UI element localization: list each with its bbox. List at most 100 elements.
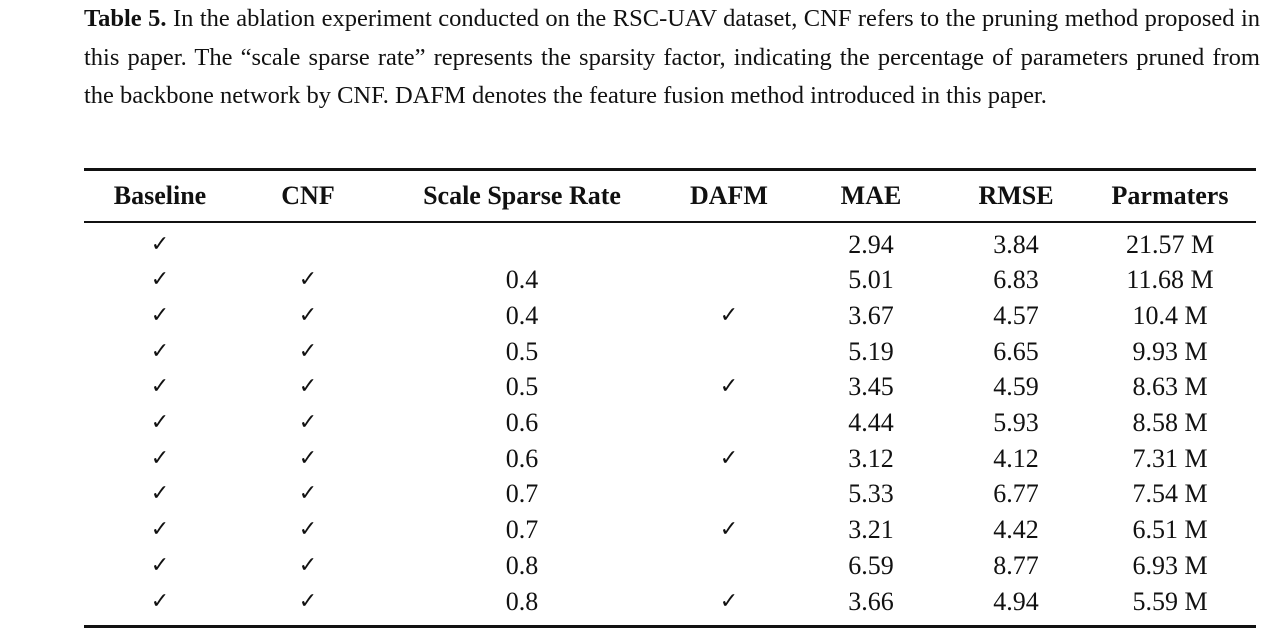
table-row: ✓ ✓ 0.7 5.33 6.77 7.54 M — [84, 476, 1256, 512]
cell-cnf — [236, 223, 380, 263]
cell-mae: 5.19 — [848, 336, 894, 366]
cell-scale-sparse-rate: 0.6 — [505, 408, 539, 438]
table-header: Baseline CNF Scale Sparse Rate DAFM MAE … — [84, 171, 1256, 221]
header-parameters: Parmaters — [1111, 181, 1229, 210]
cell-baseline: ✓ — [150, 231, 170, 257]
cell-mae: 3.12 — [848, 443, 894, 473]
cell-cnf: ✓ — [298, 588, 318, 614]
cell-parameters: 5.59 M — [1132, 586, 1208, 616]
cell-baseline: ✓ — [150, 481, 170, 507]
cell-parameters: 7.31 M — [1132, 443, 1208, 473]
cell-mae: 2.94 — [848, 229, 894, 259]
table-row: ✓ ✓ 0.4 5.01 6.83 11.68 M — [84, 262, 1256, 298]
cell-cnf: ✓ — [298, 267, 318, 293]
cell-parameters: 8.63 M — [1132, 372, 1208, 402]
cell-scale-sparse-rate — [380, 223, 664, 263]
cell-dafm: ✓ — [719, 374, 739, 400]
cell-parameters: 11.68 M — [1126, 265, 1214, 295]
cell-dafm: ✓ — [719, 445, 739, 471]
table-caption-text: In the ablation experiment conducted on … — [84, 5, 1260, 109]
cell-scale-sparse-rate: 0.7 — [505, 479, 539, 509]
cell-dafm: ✓ — [719, 517, 739, 543]
cell-rmse: 4.12 — [993, 443, 1039, 473]
cell-rmse: 5.93 — [993, 408, 1039, 438]
cell-baseline: ✓ — [150, 410, 170, 436]
cell-rmse: 6.77 — [993, 479, 1039, 509]
header-cnf: CNF — [281, 181, 335, 210]
cell-baseline: ✓ — [150, 374, 170, 400]
table-row: ✓ ✓ 0.5 5.19 6.65 9.93 M — [84, 334, 1256, 370]
table-top-rule — [84, 168, 1256, 171]
cell-cnf: ✓ — [298, 445, 318, 471]
cell-cnf: ✓ — [298, 338, 318, 364]
cell-baseline: ✓ — [150, 588, 170, 614]
cell-baseline: ✓ — [150, 517, 170, 543]
cell-dafm — [664, 548, 794, 584]
cell-parameters: 6.51 M — [1132, 515, 1208, 545]
cell-mae: 6.59 — [848, 550, 894, 580]
table-row: ✓ ✓ 0.6 4.44 5.93 8.58 M — [84, 405, 1256, 441]
cell-cnf: ✓ — [298, 517, 318, 543]
cell-dafm — [664, 405, 794, 441]
cell-scale-sparse-rate: 0.5 — [505, 336, 539, 366]
cell-parameters: 6.93 M — [1132, 550, 1208, 580]
cell-dafm — [664, 262, 794, 298]
header-baseline: Baseline — [113, 181, 207, 210]
cell-cnf: ✓ — [298, 374, 318, 400]
cell-baseline: ✓ — [150, 302, 170, 328]
table-row: ✓ ✓ 0.8 6.59 8.77 6.93 M — [84, 548, 1256, 584]
cell-rmse: 4.59 — [993, 372, 1039, 402]
cell-rmse: 6.65 — [993, 336, 1039, 366]
table-row: ✓ ✓ 0.4 ✓ 3.67 4.57 10.4 M — [84, 298, 1256, 334]
cell-rmse: 4.57 — [993, 300, 1039, 330]
cell-rmse: 3.84 — [993, 229, 1039, 259]
cell-baseline: ✓ — [150, 338, 170, 364]
ablation-table: Baseline CNF Scale Sparse Rate DAFM MAE … — [84, 171, 1256, 221]
table-bottom-rule — [84, 625, 1256, 629]
cell-parameters: 7.54 M — [1132, 479, 1208, 509]
cell-parameters: 9.93 M — [1132, 336, 1208, 366]
cell-baseline: ✓ — [150, 267, 170, 293]
cell-parameters: 8.58 M — [1132, 408, 1208, 438]
cell-rmse: 4.42 — [993, 515, 1039, 545]
cell-scale-sparse-rate: 0.5 — [505, 372, 539, 402]
cell-mae: 3.67 — [848, 300, 894, 330]
ablation-table-container: Baseline CNF Scale Sparse Rate DAFM MAE … — [84, 168, 1256, 629]
cell-cnf: ✓ — [298, 552, 318, 578]
header-dafm: DAFM — [690, 181, 768, 210]
cell-dafm: ✓ — [719, 588, 739, 614]
cell-scale-sparse-rate: 0.8 — [505, 586, 539, 616]
header-mae: MAE — [840, 181, 902, 210]
cell-mae: 3.21 — [848, 515, 894, 545]
table-header-rule — [84, 221, 1256, 223]
cell-rmse: 4.94 — [993, 586, 1039, 616]
cell-parameters: 10.4 M — [1132, 300, 1208, 330]
header-scale-sparse-rate: Scale Sparse Rate — [423, 181, 621, 210]
table-caption-label: Table 5. — [84, 5, 167, 32]
cell-mae: 3.66 — [848, 586, 894, 616]
table-row: ✓ 2.94 3.84 21.57 M — [84, 223, 1256, 263]
cell-mae: 5.33 — [848, 479, 894, 509]
cell-scale-sparse-rate: 0.4 — [505, 265, 539, 295]
cell-cnf: ✓ — [298, 410, 318, 436]
cell-dafm — [664, 334, 794, 370]
cell-cnf: ✓ — [298, 481, 318, 507]
cell-rmse: 8.77 — [993, 550, 1039, 580]
table-body: ✓ 2.94 3.84 21.57 M ✓ ✓ 0.4 5.01 6.83 11.68 M ✓ ✓ 0.… — [84, 223, 1256, 620]
table-row: ✓ ✓ 0.8 ✓ 3.66 4.94 5.59 M — [84, 584, 1256, 620]
cell-mae: 4.44 — [848, 408, 894, 438]
cell-dafm — [664, 476, 794, 512]
cell-cnf: ✓ — [298, 302, 318, 328]
table-row: ✓ ✓ 0.7 ✓ 3.21 4.42 6.51 M — [84, 512, 1256, 548]
table-row: ✓ ✓ 0.5 ✓ 3.45 4.59 8.63 M — [84, 369, 1256, 405]
table-caption: Table 5. In the ablation experiment cond… — [84, 0, 1260, 116]
header-row: Baseline CNF Scale Sparse Rate DAFM MAE … — [84, 171, 1256, 221]
ablation-table-body: ✓ 2.94 3.84 21.57 M ✓ ✓ 0.4 5.01 6.83 11.68 M ✓ ✓ 0.… — [84, 223, 1256, 620]
cell-parameters: 21.57 M — [1125, 229, 1215, 259]
cell-dafm — [664, 223, 794, 263]
cell-mae: 3.45 — [848, 372, 894, 402]
cell-scale-sparse-rate: 0.8 — [505, 550, 539, 580]
cell-baseline: ✓ — [150, 445, 170, 471]
cell-baseline: ✓ — [150, 552, 170, 578]
cell-scale-sparse-rate: 0.6 — [505, 443, 539, 473]
